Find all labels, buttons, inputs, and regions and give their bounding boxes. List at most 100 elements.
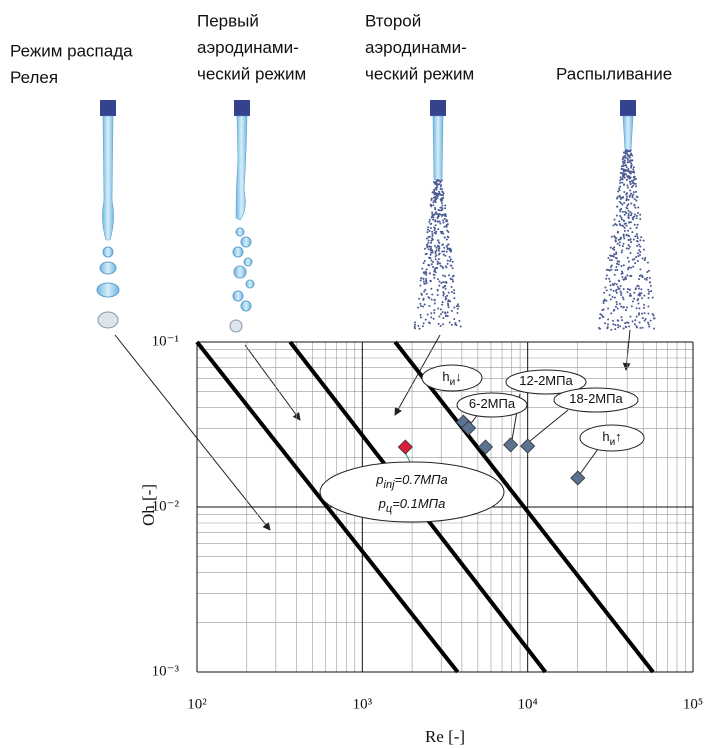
spray-dot: [635, 325, 637, 327]
spray-dot: [430, 316, 432, 318]
spray-dot: [423, 271, 425, 273]
spray-dot: [619, 179, 621, 181]
spray-dot: [437, 294, 439, 296]
spray-dot: [431, 233, 433, 235]
spray-dot: [423, 322, 425, 324]
spray-dot: [425, 319, 427, 321]
spray-dot: [619, 241, 621, 243]
spray-dot: [430, 223, 432, 225]
spray-dot: [435, 255, 437, 257]
spray-dot: [628, 199, 630, 201]
spray-dot: [438, 315, 440, 317]
spray-dot: [628, 235, 630, 237]
spray-dot: [438, 323, 440, 325]
spray-dot: [620, 208, 622, 210]
spray-dot: [636, 307, 638, 309]
annotation-part: h: [602, 429, 609, 444]
spray-dot: [627, 168, 629, 170]
spray-dot: [618, 288, 620, 290]
spray-dot: [629, 157, 631, 159]
spray-dot: [619, 325, 621, 327]
spray-dot: [638, 307, 640, 309]
spray-dot: [628, 150, 630, 152]
spray-dot: [626, 170, 628, 172]
spray-dot: [609, 254, 611, 256]
annotation-part: 6-2МПа: [469, 396, 516, 411]
spray-dot: [638, 302, 640, 304]
spray-dot: [631, 159, 633, 161]
spray-dot: [632, 300, 634, 302]
spray-dot: [634, 319, 636, 321]
spray-dot: [442, 317, 444, 319]
spray-dot: [619, 186, 621, 188]
spray-dot: [643, 295, 645, 297]
spray-dot: [602, 316, 604, 318]
spray-dot: [626, 175, 628, 177]
spray-dot: [625, 173, 627, 175]
spray-dot: [430, 227, 432, 229]
spray-dot: [426, 238, 428, 240]
spray-dot: [647, 313, 649, 315]
spray-dot: [442, 291, 444, 293]
spray-dot: [431, 198, 433, 200]
spray-dot: [636, 233, 638, 235]
spray-dot: [604, 322, 606, 324]
spray-dot: [633, 191, 635, 193]
spray-dot: [452, 276, 454, 278]
spray-dot: [613, 309, 615, 311]
spray-dot: [444, 207, 446, 209]
spray-dot: [622, 158, 624, 160]
spray-dot: [420, 316, 422, 318]
spray-dot: [629, 295, 631, 297]
spray-dot: [626, 179, 628, 181]
spray-dot: [414, 327, 416, 329]
spray-dot: [603, 302, 605, 304]
spray-dot: [430, 204, 432, 206]
spray-dot: [623, 264, 625, 266]
spray-dot: [431, 231, 433, 233]
spray-dot: [624, 223, 626, 225]
spray-dot: [457, 303, 459, 305]
spray-dot: [430, 312, 432, 314]
spray-dot: [616, 263, 618, 265]
spray-dot: [434, 274, 436, 276]
spray-dot: [422, 299, 424, 301]
spray-dot: [433, 214, 435, 216]
spray-dot: [639, 239, 641, 241]
spray-dot: [647, 289, 649, 291]
spray-dot: [635, 287, 637, 289]
spray-dot: [450, 278, 452, 280]
spray-dot: [620, 292, 622, 294]
annotation-part: ↑: [615, 429, 622, 444]
x-tick-label: 10³: [353, 696, 373, 712]
spray-dot: [626, 291, 628, 293]
spray-dot: [610, 266, 612, 268]
spray-dot: [435, 188, 437, 190]
spray-dot: [638, 312, 640, 314]
spray-dot: [613, 253, 615, 255]
spray-dot: [433, 309, 435, 311]
spray-dot: [605, 278, 607, 280]
spray-dot: [428, 297, 430, 299]
spray-dot: [623, 175, 625, 177]
spray-dot: [623, 202, 625, 204]
spray-dot: [428, 240, 430, 242]
spray-dot: [444, 218, 446, 220]
spray-dot: [429, 219, 431, 221]
spray-dot: [634, 178, 636, 180]
spray-dot: [627, 155, 629, 157]
spray-dot: [444, 275, 446, 277]
spray-dot: [447, 311, 449, 313]
spray-dot: [633, 170, 635, 172]
spray-dot: [613, 246, 615, 248]
spray-dot: [435, 197, 437, 199]
spray-dot: [598, 327, 600, 329]
spray-dot: [446, 220, 448, 222]
spray-dot: [437, 278, 439, 280]
spray-dot: [648, 323, 650, 325]
spray-dot: [446, 251, 448, 253]
spray-dot: [432, 219, 434, 221]
spray-dot: [639, 327, 641, 329]
spray-dot: [624, 211, 626, 213]
spray-dot: [428, 321, 430, 323]
